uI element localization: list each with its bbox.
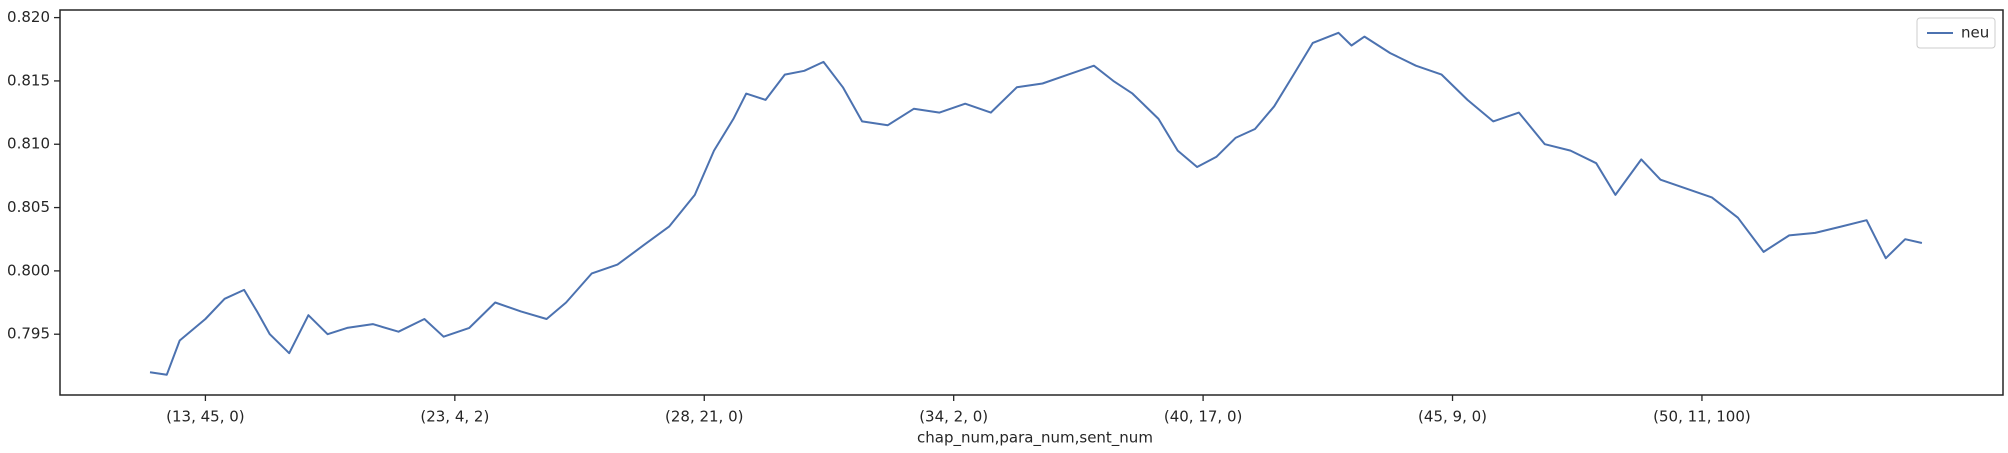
x-axis-label: chap_num,para_num,sent_num [917, 429, 1153, 448]
x-tick-label: (23, 4, 2) [420, 408, 489, 426]
series-line [149, 31, 1923, 376]
legend-label: neu [1961, 24, 1989, 42]
x-tick-label: (13, 45, 0) [166, 408, 245, 426]
x-tick-label: (40, 17, 0) [1164, 408, 1243, 426]
y-tick-label: 0.810 [7, 135, 50, 153]
y-tick-label: 0.805 [7, 198, 50, 216]
y-tick-label: 0.815 [7, 71, 50, 89]
x-tick-label: (45, 9, 0) [1418, 408, 1487, 426]
x-tick-label: (34, 2, 0) [919, 408, 988, 426]
legend-box [1916, 17, 1996, 49]
plot-frame [59, 9, 2004, 396]
y-tick-label: 0.795 [7, 325, 50, 343]
x-tick-label: (28, 21, 0) [665, 408, 744, 426]
y-tick-label: 0.820 [7, 8, 50, 26]
y-tick-label: 0.800 [7, 261, 50, 279]
x-tick-label: (50, 11, 100) [1653, 408, 1751, 426]
